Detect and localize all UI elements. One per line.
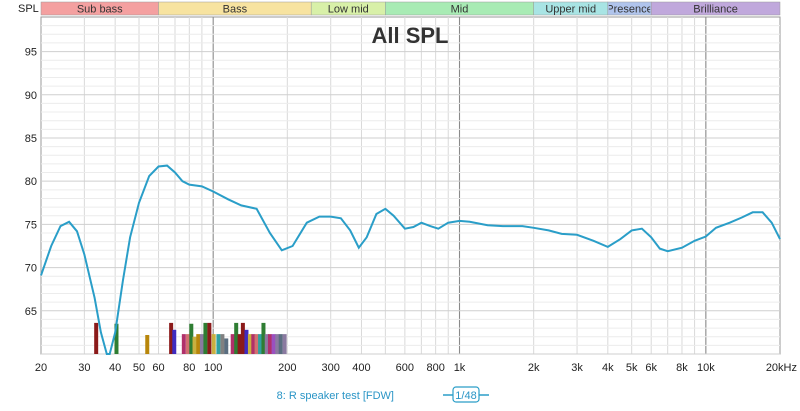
x-tick-label: 4k (602, 362, 614, 374)
y-tick-label: 85 (25, 133, 37, 145)
band-label: Upper mid (545, 4, 596, 16)
band-label: Low mid (328, 4, 369, 16)
marker-bar (211, 334, 216, 354)
x-tick-label: 3k (571, 362, 583, 374)
marker-bar (172, 329, 177, 354)
band-brilliance (650, 1, 781, 16)
marker-bar (169, 322, 174, 354)
y-axis-label: SPL (18, 3, 39, 15)
y-tick-label: 75 (25, 219, 37, 231)
marker-bar (258, 334, 263, 354)
marker-bar (244, 329, 249, 354)
marker-bar (237, 334, 242, 354)
marker-bar (203, 322, 208, 354)
x-tick-label: 8k (676, 362, 688, 374)
x-tick-label: 300 (322, 362, 340, 374)
legend[interactable]: 8: R speaker test [FDW] 1/48 (277, 386, 489, 403)
marker-bar (199, 334, 204, 354)
marker-bar (192, 336, 197, 354)
marker-bar (251, 334, 256, 354)
marker-bar (220, 334, 225, 354)
marker-bar (240, 322, 245, 354)
marker-bar (196, 334, 201, 354)
x-tick-label: 2k (528, 362, 540, 374)
marker-bar (275, 334, 280, 354)
marker-bar (264, 334, 269, 354)
legend-series-label[interactable]: 8: R speaker test [FDW] (277, 390, 394, 402)
marker-bar (282, 334, 287, 354)
band-label: Sub bass (77, 4, 123, 16)
marker-bar (207, 322, 212, 354)
band-label: Bass (223, 4, 248, 16)
marker-bar (114, 323, 119, 354)
marker-bar (278, 334, 283, 354)
marker-bar (94, 322, 99, 354)
y-tick-label: 70 (25, 263, 37, 275)
x-tick-label: 100 (204, 362, 222, 374)
frequency-bands: Sub bass Bass Low mid Mid Upper mid Presence B… (40, 1, 781, 16)
band-label: Presence (606, 4, 652, 16)
marker-bar (181, 334, 186, 354)
marker-bar (185, 334, 190, 354)
marker-bar (145, 334, 150, 354)
x-axis-ticks: 20 30 40 50 60 80 100 200 300 400 600 800 1k 2k 3k 4k 5k… (35, 362, 797, 374)
marker-bar (247, 334, 252, 354)
x-tick-label: 600 (396, 362, 414, 374)
x-tick-label: 60 (152, 362, 164, 374)
grid-lines (41, 17, 780, 355)
band-label: Mid (451, 4, 469, 16)
marker-bar (224, 338, 229, 354)
spl-series-line (40, 164, 781, 355)
x-tick-label: 6k (645, 362, 657, 374)
x-tick-label: 80 (183, 362, 195, 374)
marker-bar (271, 334, 276, 354)
y-tick-label: 80 (25, 176, 37, 188)
x-tick-label: 400 (352, 362, 370, 374)
x-tick-label: 10k (697, 362, 715, 374)
marker-bar (216, 334, 221, 354)
x-tick-label: 40 (109, 362, 121, 374)
y-tick-label: 90 (25, 90, 37, 102)
marker-bar (234, 322, 239, 354)
y-tick-label: 95 (25, 47, 37, 59)
y-tick-label: 65 (25, 306, 37, 318)
x-tick-label: 50 (133, 362, 145, 374)
plot-area (40, 16, 781, 355)
y-axis-ticks: 65 70 75 80 85 90 95 (25, 47, 37, 318)
marker-bar (230, 334, 235, 354)
x-tick-label: 30 (78, 362, 90, 374)
marker-bar (267, 334, 272, 354)
marker-bar (261, 322, 266, 354)
marker-bar (189, 323, 194, 354)
band-label: Brilliance (693, 4, 738, 16)
x-tick-label: 200 (278, 362, 296, 374)
x-tick-label: 20kHz (766, 362, 797, 374)
x-tick-label: 5k (626, 362, 638, 374)
chart-title: All SPL (371, 23, 448, 48)
x-tick-label: 20 (35, 362, 47, 374)
x-tick-label: 800 (426, 362, 444, 374)
smoothing-value[interactable]: 1/48 (455, 390, 476, 402)
x-tick-label: 1k (454, 362, 466, 374)
marker-bar (254, 334, 259, 354)
marker-bars (94, 322, 287, 354)
